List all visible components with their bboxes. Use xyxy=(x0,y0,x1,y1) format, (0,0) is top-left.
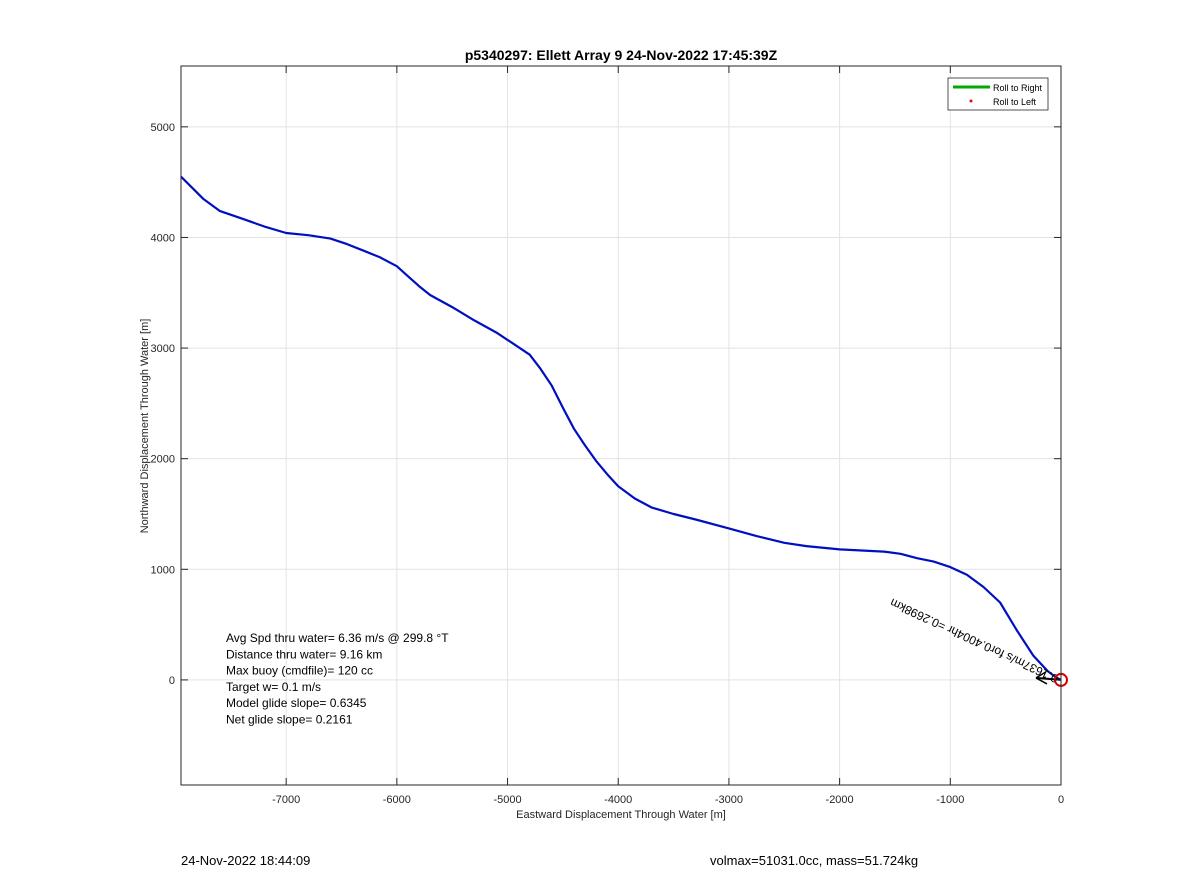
x-axis-label: Eastward Displacement Through Water [m] xyxy=(516,809,726,821)
y-tick-label: 2000 xyxy=(151,454,175,466)
legend: Roll to Right Roll to Left xyxy=(947,77,1049,111)
x-axis-ticks: -7000 -6000 -5000 -4000 -3000 -2000 -1000 0 xyxy=(272,66,1064,806)
legend-swatch-dot xyxy=(969,99,973,103)
y-tick-label: 3000 xyxy=(151,343,175,355)
stats-line: Net glide slope= 0.2161 xyxy=(226,713,353,727)
legend-label: Roll to Right xyxy=(993,83,1043,93)
plot-frame xyxy=(180,65,1062,786)
stats-line: Avg Spd thru water= 6.36 m/s @ 299.8 °T xyxy=(226,631,449,645)
y-axis-label: Northward Displacement Through Water [m] xyxy=(139,319,151,534)
footer-mass-info: volmax=51031.0cc, mass=51.724kg xyxy=(710,853,919,868)
stats-line: Target w= 0.1 m/s xyxy=(226,680,321,694)
x-tick-label: 0 xyxy=(1058,794,1064,806)
x-tick-label: -4000 xyxy=(604,794,632,806)
current-arrow-head xyxy=(1035,677,1048,685)
x-tick-label: -3000 xyxy=(715,794,743,806)
plot-area xyxy=(181,66,1061,785)
x-tick-label: -5000 xyxy=(493,794,521,806)
x-tick-label: -6000 xyxy=(383,794,411,806)
series-line xyxy=(180,175,1062,681)
x-tick-label: -2000 xyxy=(826,794,854,806)
chart-title: p5340297: Ellett Array 9 24-Nov-2022 17:… xyxy=(465,47,778,63)
legend-label: Roll to Left xyxy=(993,97,1037,107)
y-axis-ticks: 0 1000 2000 3000 4000 5000 xyxy=(151,122,1061,687)
y-tick-label: 1000 xyxy=(151,564,175,576)
y-tick-label: 5000 xyxy=(151,122,175,134)
legend-box xyxy=(947,77,1049,111)
x-tick-label: -7000 xyxy=(272,794,300,806)
y-tick-label: 0 xyxy=(169,675,175,687)
y-tick-label: 4000 xyxy=(151,232,175,244)
stats-line: Distance thru water= 9.16 km xyxy=(226,647,382,661)
stats-text-block: Avg Spd thru water= 6.36 m/s @ 299.8 °T D… xyxy=(226,631,449,727)
current-arrow-head xyxy=(1035,671,1047,679)
series-layer xyxy=(180,175,1062,681)
footer-timestamp: 24-Nov-2022 18:44:09 xyxy=(181,853,311,868)
stats-line: Model glide slope= 0.6345 xyxy=(226,696,367,710)
x-tick-label: -1000 xyxy=(936,794,964,806)
stats-line: Max buoy (cmdfile)= 120 cc xyxy=(226,664,373,678)
